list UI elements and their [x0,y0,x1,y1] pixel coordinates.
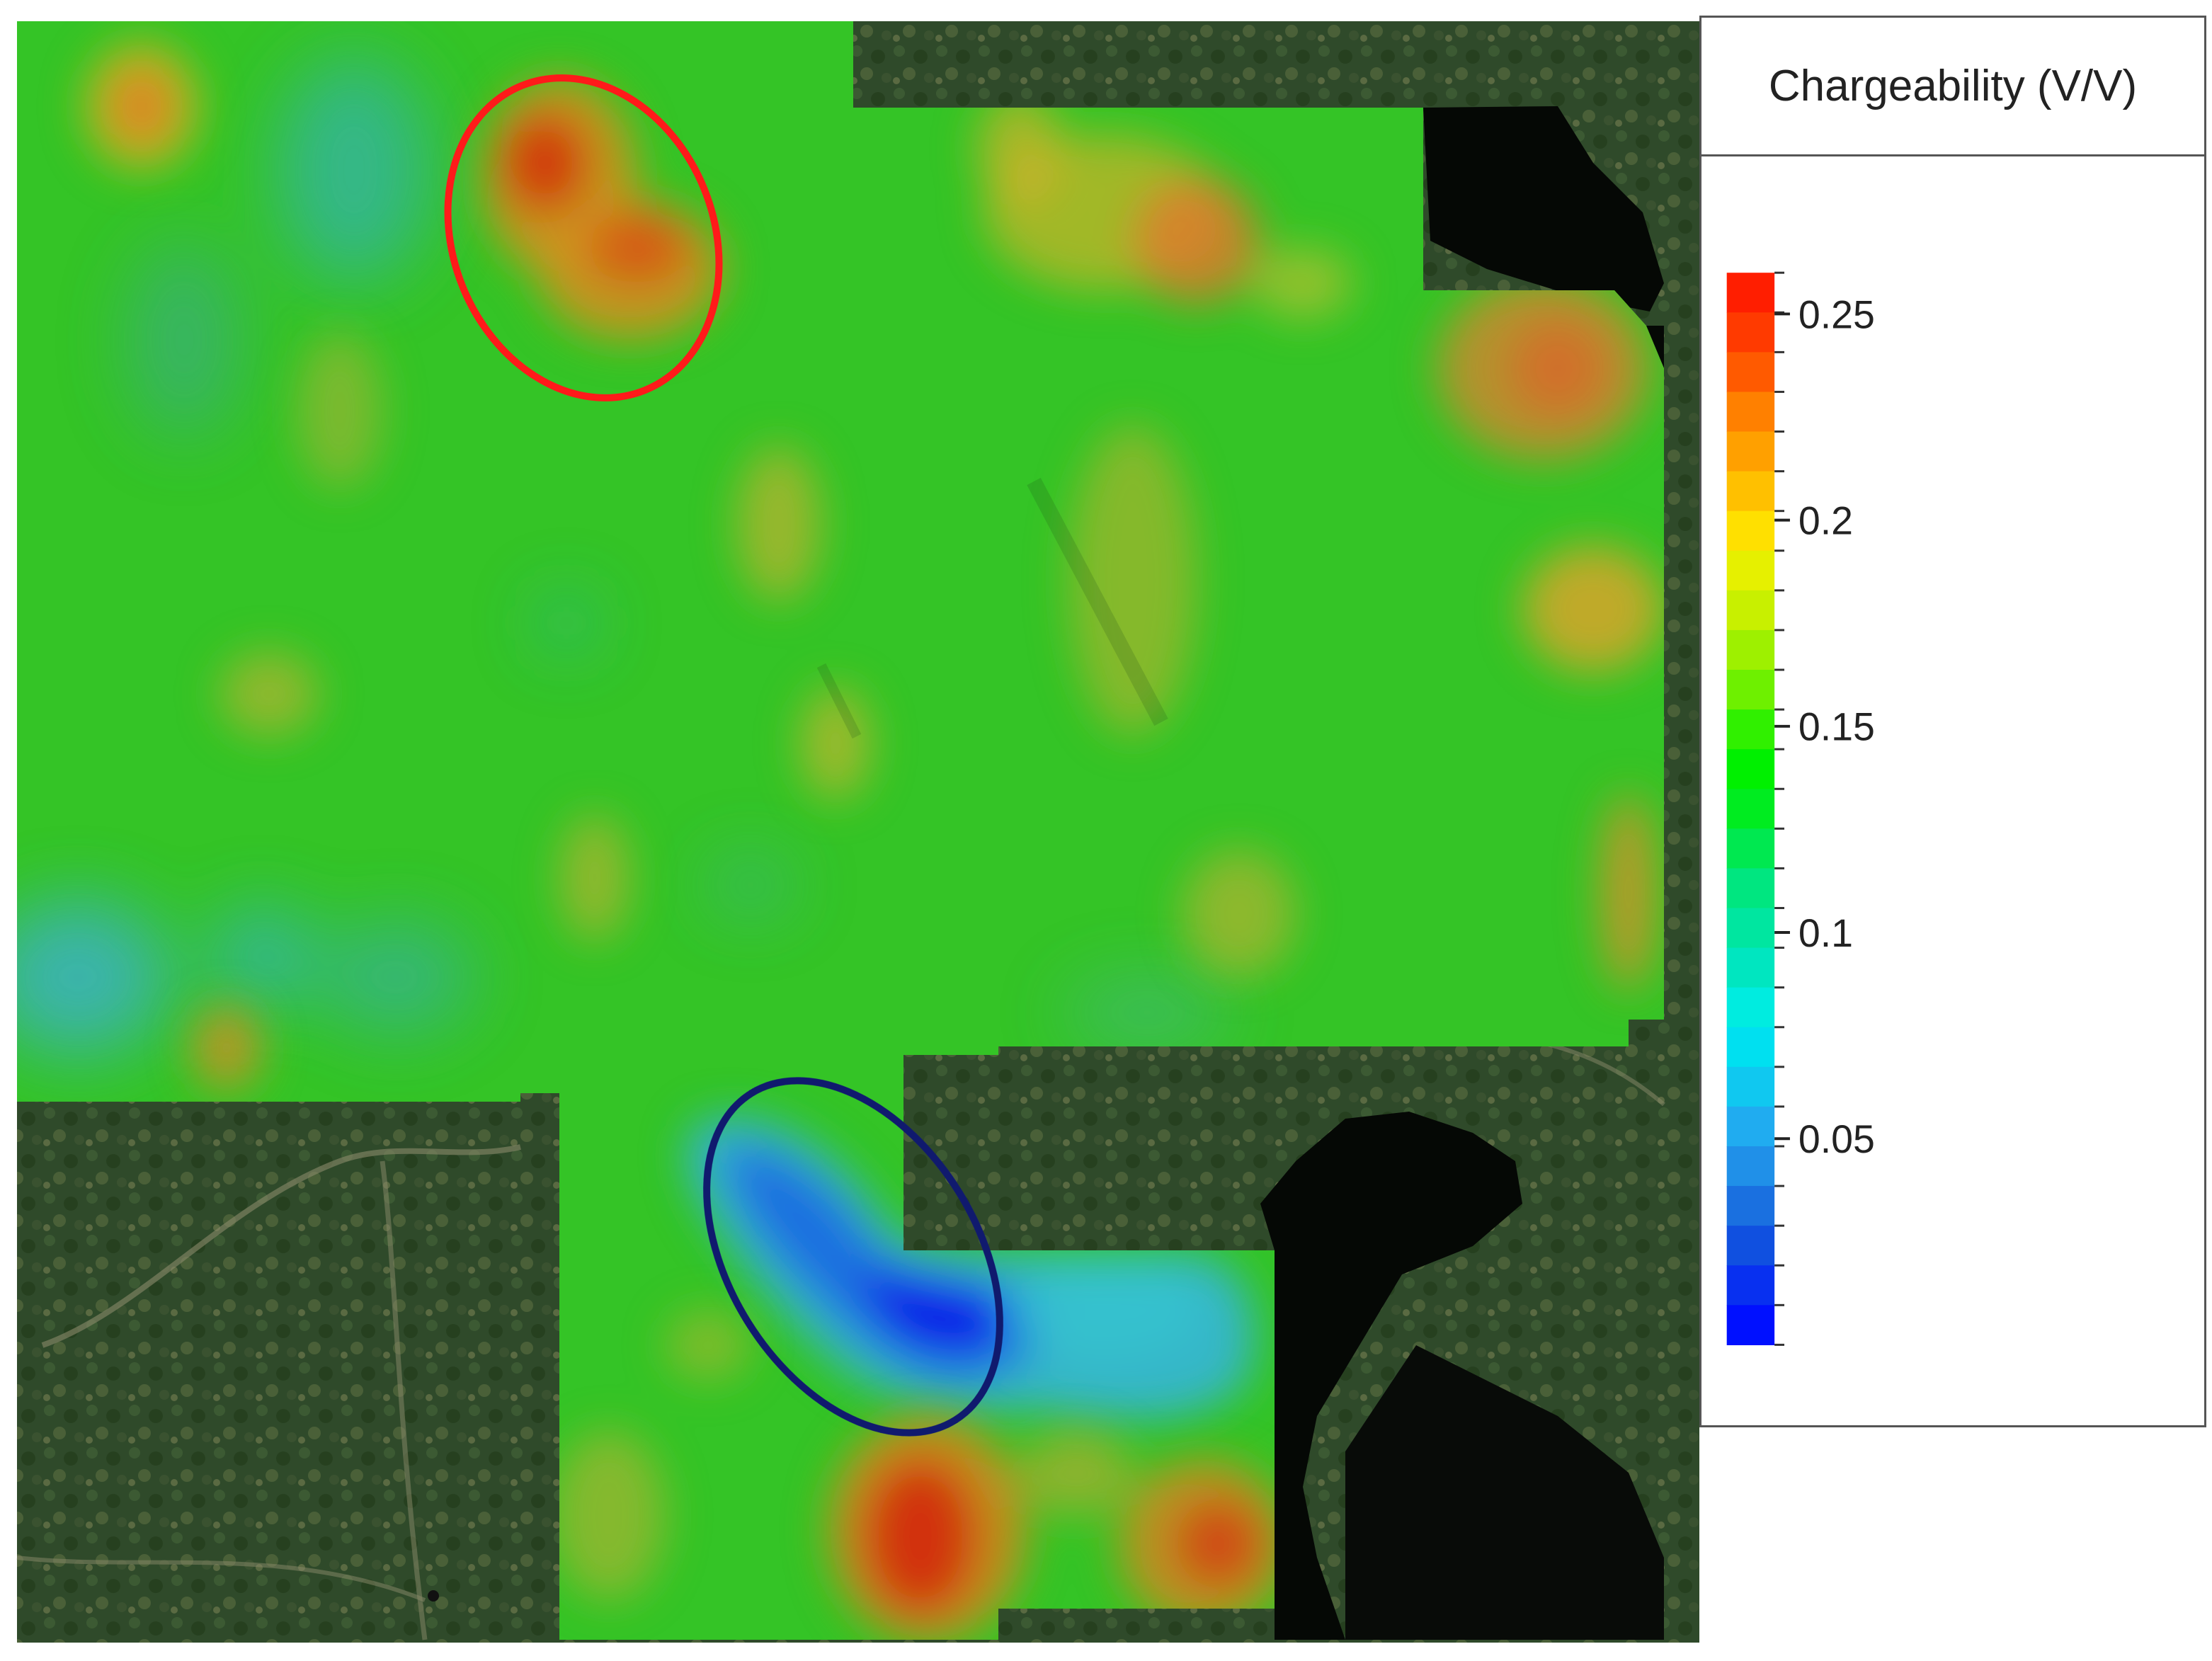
legend-tick-label: 0.15 [1798,705,1875,749]
legend-title: Chargeability (V/V) [1768,62,2138,110]
legend-color-bin [1726,1106,1775,1147]
legend-color-bin [1726,590,1775,631]
legend: Chargeability (V/V) 0.25 0.2 0.15 0.1 0.05 [1699,16,2206,1427]
legend-color-bin [1726,947,1775,988]
legend-title-cell: Chargeability (V/V) [1701,18,2204,156]
legend-color-bin [1726,789,1775,829]
legend-color-bin [1726,1265,1775,1306]
legend-color-bin [1726,1066,1775,1107]
legend-color-bin [1726,709,1775,750]
legend-color-bin [1726,1226,1775,1266]
legend-color-bin [1726,392,1775,433]
legend-color-bin [1726,550,1775,591]
legend-color-bin [1726,670,1775,710]
legend-tick-label: 0.2 [1798,498,1853,542]
legend-tick-label: 0.1 [1798,911,1853,955]
legend-tick-label: 0.25 [1798,292,1875,336]
red-ellipse-high-anomaly [444,74,723,401]
legend-color-bin [1726,629,1775,670]
legend-color-bin [1726,431,1775,472]
legend-color-bin [1726,510,1775,552]
legend-color-bin [1726,1305,1775,1345]
legend-color-bin [1726,868,1775,909]
legend-color-bin [1726,1146,1775,1187]
legend-color-scale: 0.25 0.2 0.15 0.1 0.05 [1726,271,1875,1346]
legend-color-bin [1726,908,1775,949]
legend-color-bin [1726,828,1775,869]
legend-color-bin [1726,352,1775,393]
legend-color-bin [1726,312,1775,353]
legend-color-bin [1726,1027,1775,1068]
legend-tick-label: 0.05 [1798,1117,1875,1161]
blue-ellipse-low-anomaly [703,1077,1003,1437]
legend-color-bin [1726,987,1775,1028]
chargeability-map [16,21,1699,1643]
legend-color-bin [1726,1186,1775,1226]
legend-color-bin [1726,273,1775,313]
legend-color-bin [1726,471,1775,512]
legend-color-bin [1726,749,1775,789]
